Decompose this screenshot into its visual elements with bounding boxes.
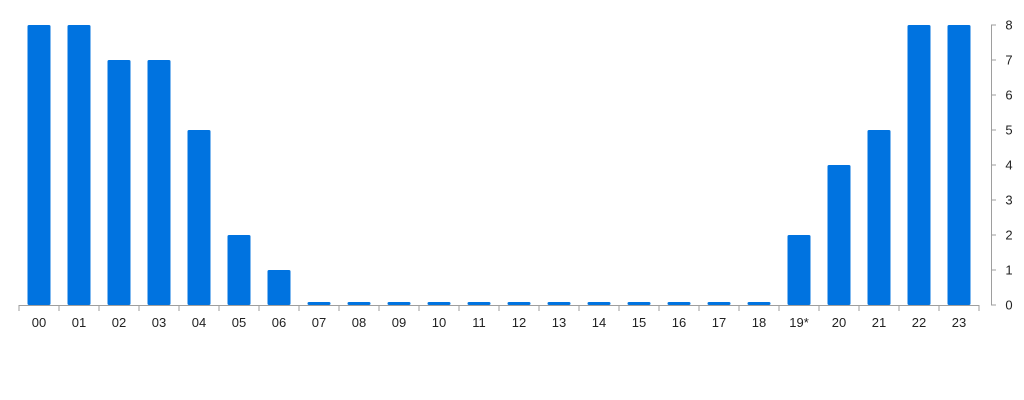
bar-07 [307, 302, 331, 305]
x-tick-label: 16 [672, 315, 686, 330]
x-tick-label: 22 [912, 315, 926, 330]
y-tick-label: 0 [1005, 298, 1012, 313]
bar-10 [427, 302, 451, 305]
y-tick-label: 7 [1005, 53, 1012, 68]
x-tick-label: 10 [432, 315, 446, 330]
x-tick-label: 13 [552, 315, 566, 330]
x-tick-label: 01 [72, 315, 86, 330]
y-tick-label: 5 [1005, 123, 1012, 138]
bar-22 [907, 25, 931, 305]
bar-03 [147, 60, 171, 305]
x-tick-label: 08 [352, 315, 366, 330]
x-tick-label: 15 [632, 315, 646, 330]
x-tick-label: 05 [232, 315, 246, 330]
y-tick-label: 6 [1005, 88, 1012, 103]
x-tick-label: 14 [592, 315, 606, 330]
bar-06 [267, 270, 291, 305]
x-tick-label: 04 [192, 315, 206, 330]
x-tick-label: 06 [272, 315, 286, 330]
x-axis: 00 01 02 03 04 05 06 07 08 09 10 11 12 13 14 15 16 17 18 19… [18, 305, 980, 330]
bar-08 [347, 302, 371, 305]
bar-23 [947, 25, 971, 305]
bar-13 [547, 302, 571, 305]
x-tick-label: 18 [752, 315, 766, 330]
y-tick-label: 4 [1005, 158, 1012, 173]
bar-04 [187, 130, 211, 305]
bar-02 [107, 60, 131, 305]
bar-21 [867, 130, 891, 305]
bar-19* [787, 235, 811, 305]
bar-18 [747, 302, 771, 305]
x-tick-label: 12 [512, 315, 526, 330]
x-tick-label: 17 [712, 315, 726, 330]
bar-00 [27, 25, 51, 305]
y-tick-label: 8 [1005, 18, 1012, 33]
bar-16 [667, 302, 691, 305]
y-tick-label: 2 [1005, 228, 1012, 243]
x-tick-label: 20 [832, 315, 846, 330]
x-tick-label: 09 [392, 315, 406, 330]
bar-12 [507, 302, 531, 305]
y-tick-label: 3 [1005, 193, 1012, 208]
bar-05 [227, 235, 251, 305]
bar-20 [827, 165, 851, 305]
x-tick-label: 11 [472, 315, 486, 330]
bar-15 [627, 302, 651, 305]
x-tick-label: 23 [952, 315, 966, 330]
x-tick-label: 21 [872, 315, 886, 330]
bar-11 [467, 302, 491, 305]
bars-group [27, 25, 971, 305]
x-tick-label: 19* [789, 315, 809, 330]
bar-09 [387, 302, 411, 305]
x-tick-label: 02 [112, 315, 126, 330]
y-tick-label: 1 [1005, 263, 1012, 278]
bar-01 [67, 25, 91, 305]
x-tick-label: 03 [152, 315, 166, 330]
y-axis: 0 1 2 3 4 5 6 7 8 [991, 18, 1013, 313]
x-tick-label: 07 [312, 315, 326, 330]
bar-14 [587, 302, 611, 305]
bar-17 [707, 302, 731, 305]
x-tick-label: 00 [32, 315, 46, 330]
